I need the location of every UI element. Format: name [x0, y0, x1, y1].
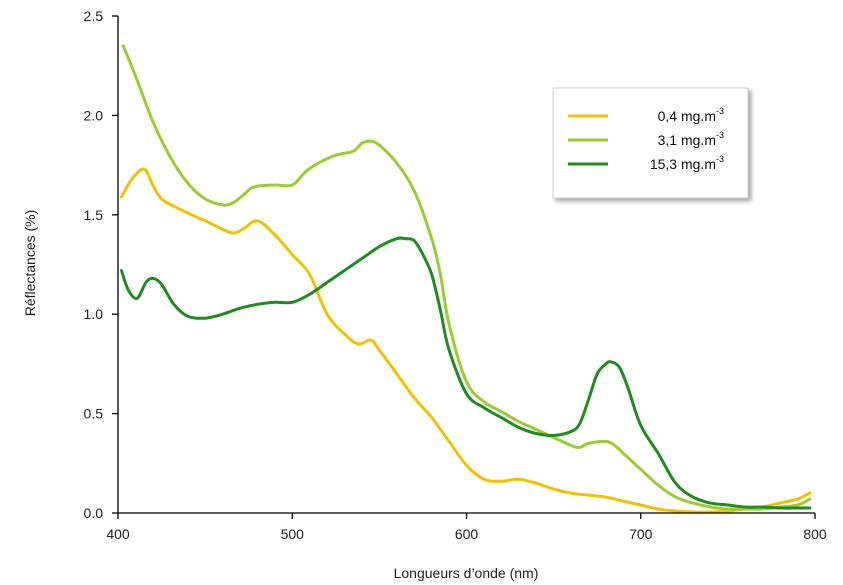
- y-tick-label: 2.5: [84, 8, 104, 24]
- x-tick-label: 400: [106, 526, 130, 542]
- legend-label-2: 3,1 mg.m-3: [658, 130, 724, 148]
- axes: 400 500 600 700 800 0.0 0.5 1.0 1.5 2.0 2.5: [84, 8, 827, 542]
- x-tick-label: 500: [281, 526, 305, 542]
- series-line-3: [120, 236, 812, 510]
- y-tick-label: 1.0: [84, 306, 104, 322]
- y-axis-title: Réflectances (%): [22, 210, 38, 317]
- x-axis-title: Longueurs d’onde (nm): [394, 565, 539, 581]
- x-tick-label: 600: [455, 526, 479, 542]
- y-tick-label: 0.0: [84, 505, 104, 521]
- legend-label-3: 15,3 mg.m-3: [650, 154, 724, 172]
- series-line-1: [120, 167, 812, 514]
- legend: 0,4 mg.m-3 3,1 mg.m-3 15,3 mg.m-3: [552, 87, 749, 199]
- y-tick-label: 0.5: [84, 406, 104, 422]
- legend-label-1: 0,4 mg.m-3: [658, 106, 724, 124]
- x-tick-label: 800: [803, 526, 827, 542]
- y-tick-label: 2.0: [84, 107, 104, 123]
- series-line-2: [121, 44, 812, 511]
- y-tick-label: 1.5: [84, 207, 104, 223]
- legend-box: [552, 87, 749, 199]
- x-tick-label: 700: [629, 526, 653, 542]
- plot-area: [120, 44, 812, 514]
